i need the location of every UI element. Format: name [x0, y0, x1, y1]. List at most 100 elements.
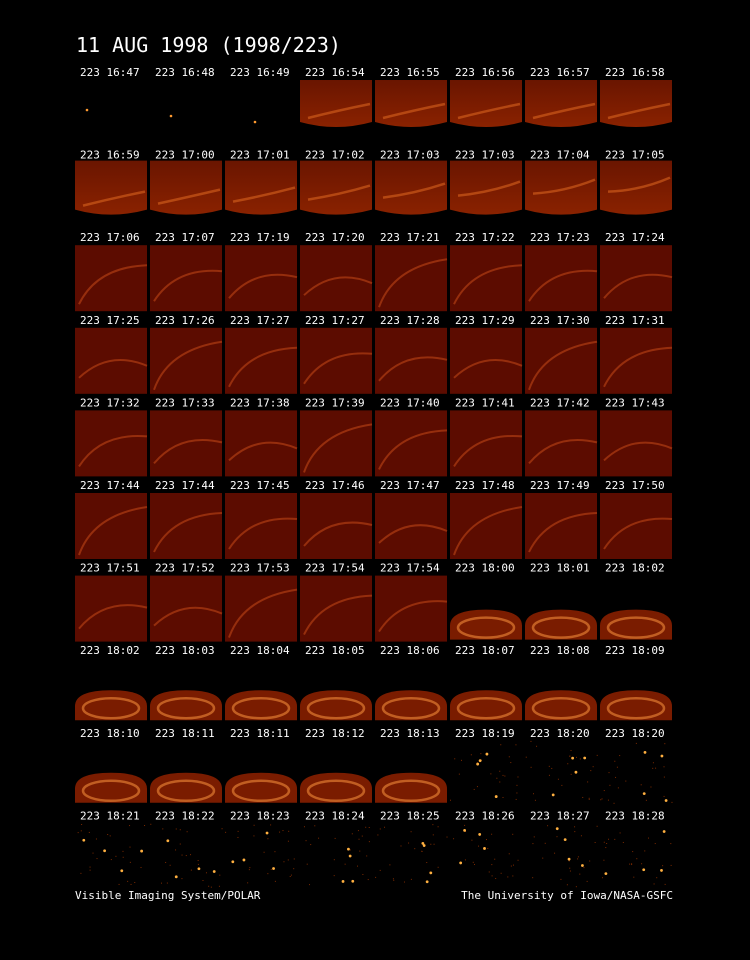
speckle [670, 864, 672, 866]
panel-label: 223 17:03 [380, 149, 440, 162]
panel-label: 223 17:30 [530, 314, 590, 327]
panel-image [150, 245, 223, 312]
speckle [140, 866, 142, 868]
speckle [488, 871, 490, 873]
speckle [575, 756, 577, 758]
aurora [456, 696, 516, 720]
speckle [663, 766, 665, 768]
speckle [450, 799, 452, 801]
star [555, 827, 559, 831]
speckle [81, 824, 83, 826]
panel-image [450, 410, 523, 477]
speckle [617, 787, 619, 789]
panel-image [300, 245, 373, 312]
aurora [382, 102, 446, 120]
aurora [156, 779, 216, 803]
speckle [603, 790, 605, 792]
speckle [494, 858, 496, 860]
speckle [162, 828, 164, 830]
speckle [631, 864, 633, 866]
star [351, 879, 355, 883]
speckle [508, 756, 510, 758]
aurora [78, 506, 148, 556]
speckle [625, 780, 627, 782]
panel-label: 223 16:54 [305, 66, 365, 79]
speckle [609, 784, 611, 786]
speckle [480, 753, 482, 755]
aurora [528, 269, 598, 302]
speckle [485, 839, 487, 841]
speckle [403, 881, 405, 883]
panel-label: 223 17:44 [155, 479, 215, 492]
speckle [282, 830, 284, 832]
speckle [568, 860, 570, 862]
panel-label: 223 18:21 [80, 809, 140, 822]
speckle [197, 860, 199, 862]
panel-label: 223 17:42 [530, 396, 590, 409]
panel-image [532, 825, 598, 888]
speckle [96, 858, 98, 860]
panel-label: 223 17:29 [455, 314, 515, 327]
aurora [303, 352, 373, 385]
panel-label: 223 17:24 [605, 231, 665, 244]
panel-image [600, 327, 673, 394]
speckle [109, 835, 111, 837]
panel-label: 223 18:28 [605, 809, 665, 822]
panel-image [150, 493, 223, 559]
star [103, 849, 107, 853]
star [82, 838, 86, 842]
speckle [237, 830, 239, 832]
speckle [653, 883, 655, 885]
speckle [632, 851, 634, 853]
footer-right: The University of Iowa/NASA-GSFC [461, 889, 673, 902]
star [120, 869, 124, 873]
panel-image [225, 824, 295, 884]
panel-image [150, 690, 222, 721]
aurora [456, 616, 516, 639]
star [422, 844, 426, 847]
aurora [531, 696, 591, 720]
panel-label: 223 17:45 [230, 479, 290, 492]
speckle [516, 784, 518, 786]
panel-image [225, 410, 298, 477]
speckle [237, 836, 239, 838]
aurora [153, 340, 223, 391]
panel-image [303, 825, 370, 886]
aurora [457, 180, 521, 197]
disk [300, 690, 372, 721]
speckle [426, 862, 428, 864]
disk [300, 327, 372, 394]
aurora [378, 258, 448, 308]
speckle [122, 856, 124, 858]
star [664, 799, 668, 802]
speckle [368, 827, 370, 829]
aurora [532, 178, 596, 195]
panel-image [600, 245, 673, 312]
speckle [274, 851, 276, 853]
speckle [636, 858, 638, 860]
speckle [603, 841, 605, 843]
panel-image [75, 772, 147, 803]
speckle [134, 881, 136, 883]
aurora [156, 696, 216, 720]
speckle [92, 852, 94, 854]
speckle [88, 831, 90, 833]
star [662, 830, 666, 833]
speckle [110, 859, 112, 861]
speckle [569, 755, 571, 757]
disk [225, 772, 297, 803]
disk [300, 160, 372, 215]
panel-label: 223 17:52 [155, 562, 215, 575]
speckle [512, 864, 514, 866]
panel-label: 223 17:44 [80, 479, 140, 492]
star [478, 833, 482, 836]
speckle [389, 864, 391, 866]
speckle [500, 872, 502, 874]
speckle [470, 754, 472, 756]
speckle [613, 802, 615, 804]
panel-image [600, 160, 672, 215]
panel-label: 223 17:25 [80, 314, 140, 327]
speckle [334, 837, 336, 839]
speckle [80, 830, 82, 832]
